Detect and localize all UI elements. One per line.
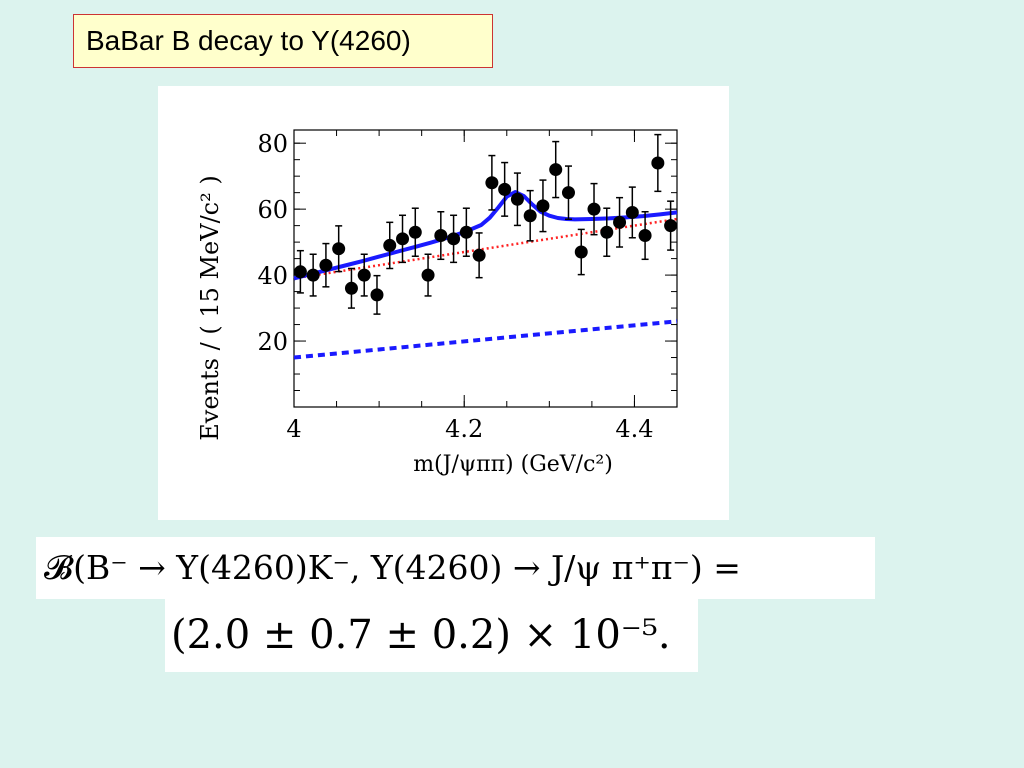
data-point: [370, 288, 384, 302]
data-point: [523, 209, 537, 223]
x-tick-label: 4: [286, 415, 301, 443]
data-point: [472, 248, 486, 262]
x-axis-label: m(J/ψππ) (GeV/c²): [413, 452, 613, 477]
data-point: [638, 229, 652, 243]
data-point: [536, 199, 550, 213]
data-point: [306, 268, 320, 282]
data-point: [459, 225, 473, 239]
data-point: [574, 245, 588, 259]
data-point: [651, 156, 665, 170]
x-tick-label: 4.4: [615, 415, 653, 443]
data-point: [408, 225, 422, 239]
data-point: [510, 192, 524, 206]
data-point: [332, 242, 346, 256]
data-point: [319, 258, 333, 272]
data-point: [613, 215, 627, 229]
data-point: [434, 229, 448, 243]
branching-fraction-formula: 𝓑(B⁻ → Y(4260)K⁻, Y(4260) → J/ψ π⁺π⁻) =: [36, 537, 875, 599]
data-point: [664, 219, 678, 233]
data-point: [396, 232, 410, 246]
plot-frame: [293, 129, 678, 408]
data-point: [383, 238, 397, 252]
mass-spectrum-chart: Events / ( 15 MeV/c² ) m(J/ψππ) (GeV/c²)…: [196, 129, 678, 477]
data-point: [549, 163, 563, 177]
data-point: [600, 225, 614, 239]
branching-fraction-value: (2.0 ± 0.7 ± 0.2) × 10⁻⁵.: [165, 598, 698, 672]
data-point: [344, 281, 358, 295]
slide-title: BaBar B decay to Y(4260): [73, 14, 493, 68]
data-point: [561, 186, 575, 200]
y-tick-label: 80: [257, 130, 288, 158]
y-tick-label: 40: [257, 262, 288, 290]
data-point: [357, 268, 371, 282]
x-tick-label: 4.2: [445, 415, 483, 443]
data-point: [587, 202, 601, 216]
data-point: [485, 176, 499, 190]
data-point: [293, 265, 307, 279]
lower-dashed-line: [293, 319, 678, 360]
y-tick-label: 20: [257, 328, 288, 356]
data-point: [421, 268, 435, 282]
y-tick-label: 60: [257, 196, 288, 224]
total-fit-curve: [293, 190, 678, 281]
y-axis-label: Events / ( 15 MeV/c² ): [196, 175, 224, 440]
data-point: [447, 232, 461, 246]
data-point: [498, 182, 512, 196]
plot-panel: Events / ( 15 MeV/c² ) m(J/ψππ) (GeV/c²)…: [158, 86, 729, 520]
data-point: [625, 205, 639, 219]
